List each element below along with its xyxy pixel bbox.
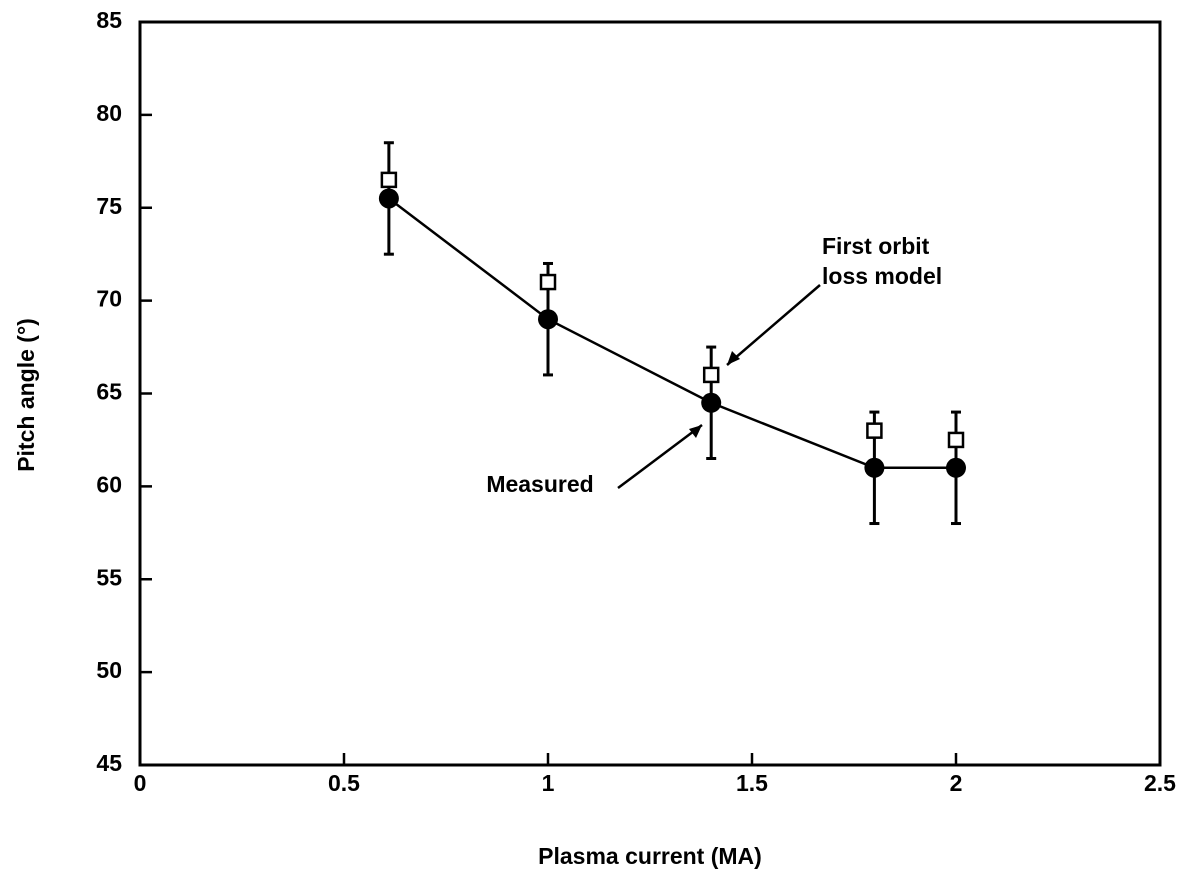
point <box>947 431 965 449</box>
y-axis-label: Pitch angle (°) <box>13 318 39 472</box>
x-tick-label: 0 <box>134 770 147 796</box>
point <box>538 309 558 330</box>
y-tick-label: 80 <box>96 100 122 126</box>
annotation: Measured <box>486 471 593 497</box>
annotation-arrow <box>726 284 821 366</box>
x-tick-label: 1 <box>542 770 555 796</box>
x-tick-label: 0.5 <box>328 770 360 796</box>
arrowhead <box>727 351 740 365</box>
point <box>380 171 398 189</box>
x-axis-label: Plasma current (MA) <box>538 843 762 869</box>
point <box>701 392 722 413</box>
arrowhead <box>689 425 702 438</box>
y-tick-label: 75 <box>96 193 122 219</box>
point <box>378 188 399 209</box>
annotation: First orbit <box>822 233 930 259</box>
x-tick-label: 2.5 <box>1144 770 1176 796</box>
y-tick-label: 85 <box>96 7 122 33</box>
y-tick-label: 60 <box>96 471 122 497</box>
x-tick-label: 1.5 <box>736 770 768 796</box>
y-tick-label: 65 <box>96 379 122 405</box>
annotation: loss model <box>822 263 942 289</box>
x-tick-label: 2 <box>950 770 963 796</box>
y-tick-label: 50 <box>96 657 122 683</box>
point <box>539 273 557 291</box>
point <box>866 422 883 439</box>
y-tick-label: 45 <box>96 750 122 776</box>
y-tick-label: 55 <box>96 564 122 590</box>
plot-frame <box>138 20 1162 767</box>
y-tick-label: 70 <box>96 286 122 312</box>
annotation-arrow <box>617 424 703 489</box>
point <box>702 366 720 384</box>
point <box>864 457 885 478</box>
point <box>946 457 966 478</box>
